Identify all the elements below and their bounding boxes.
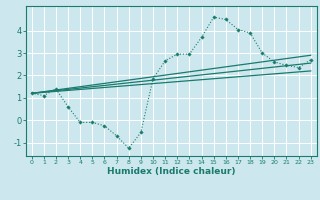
X-axis label: Humidex (Indice chaleur): Humidex (Indice chaleur) <box>107 167 236 176</box>
